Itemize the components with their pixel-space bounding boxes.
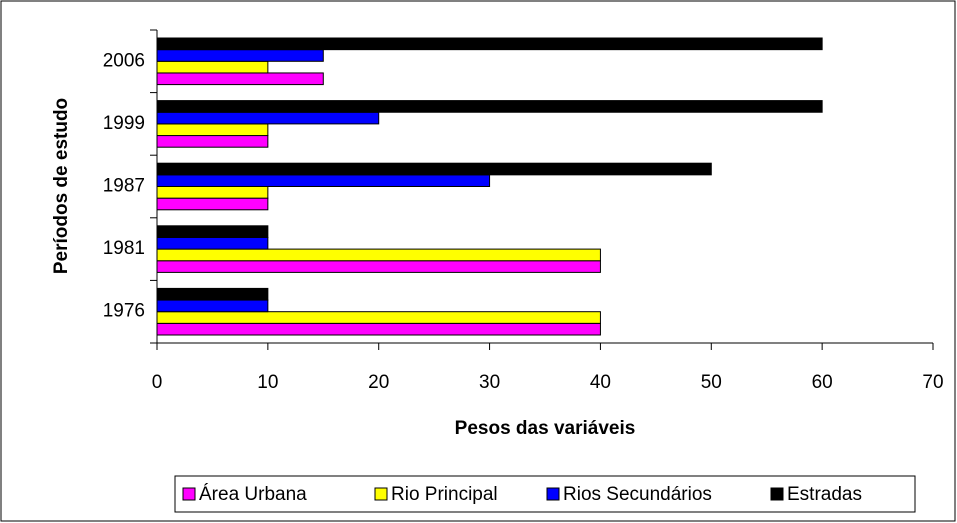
bar bbox=[156, 322, 601, 336]
bar bbox=[156, 162, 712, 176]
y-tick-label: 2006 bbox=[103, 50, 145, 71]
y-tick-label: 1999 bbox=[103, 113, 145, 134]
bar bbox=[156, 123, 269, 137]
legend-swatch bbox=[770, 487, 784, 501]
bar bbox=[156, 225, 269, 238]
bar bbox=[156, 111, 380, 125]
legend-swatch bbox=[182, 487, 196, 501]
x-tick-label: 60 bbox=[812, 372, 833, 393]
legend-swatch bbox=[546, 487, 560, 501]
y-axis-title: Períodos de estudo bbox=[51, 98, 72, 274]
x-tick-label: 70 bbox=[922, 372, 943, 393]
x-tick-label: 0 bbox=[152, 372, 163, 393]
x-tick-label: 50 bbox=[701, 372, 722, 393]
y-tick-label: 1976 bbox=[103, 301, 145, 322]
x-tick-label: 40 bbox=[590, 372, 611, 393]
y-tick-label: 1987 bbox=[103, 176, 145, 197]
bar bbox=[156, 174, 491, 188]
bar bbox=[156, 72, 324, 86]
legend-label: Rios Secundários bbox=[563, 484, 712, 505]
bar bbox=[156, 299, 269, 313]
x-axis-title: Pesos das variáveis bbox=[455, 418, 636, 439]
bar bbox=[156, 260, 601, 273]
bar bbox=[156, 60, 269, 74]
legend-swatch bbox=[374, 487, 388, 501]
x-tick-label: 30 bbox=[479, 372, 500, 393]
bar bbox=[156, 49, 324, 62]
legend-label: Estradas bbox=[787, 484, 862, 505]
legend-box bbox=[174, 475, 916, 513]
legend-label: Área Urbana bbox=[199, 484, 307, 505]
bar bbox=[156, 236, 269, 250]
legend-label: Rio Principal bbox=[391, 484, 498, 505]
bar bbox=[156, 37, 823, 51]
bar bbox=[156, 311, 601, 324]
bar bbox=[156, 248, 601, 262]
bar bbox=[156, 287, 269, 301]
x-tick-label: 10 bbox=[257, 372, 278, 393]
bar bbox=[156, 135, 269, 148]
x-tick-label: 20 bbox=[368, 372, 389, 393]
bar bbox=[156, 186, 269, 199]
bar bbox=[156, 100, 823, 113]
bar bbox=[156, 197, 269, 211]
y-tick-label: 1981 bbox=[103, 238, 145, 259]
